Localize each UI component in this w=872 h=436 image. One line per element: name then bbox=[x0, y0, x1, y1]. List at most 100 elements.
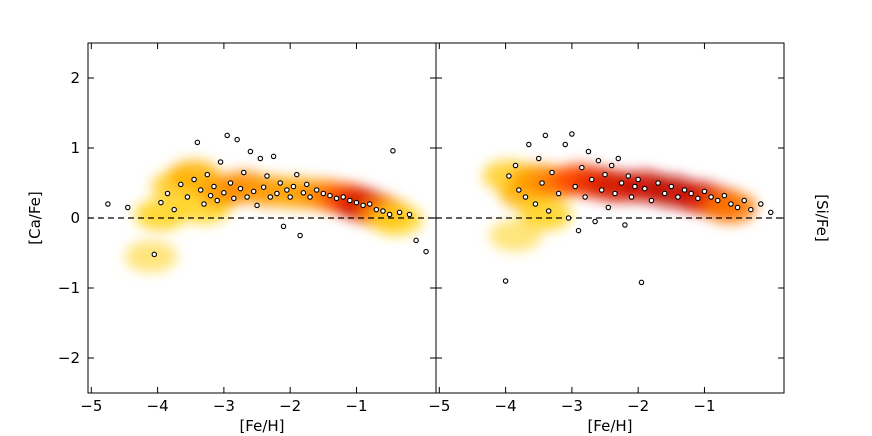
data-point bbox=[632, 183, 638, 190]
data-point bbox=[569, 131, 575, 137]
x-tick-label: −2 bbox=[279, 397, 301, 415]
data-point bbox=[307, 194, 313, 200]
data-point bbox=[638, 279, 645, 286]
data-point bbox=[284, 187, 290, 193]
data-point bbox=[655, 180, 661, 186]
data-point bbox=[178, 181, 184, 188]
data-point bbox=[748, 206, 754, 213]
data-point bbox=[277, 180, 283, 186]
data-point bbox=[390, 148, 396, 154]
data-point bbox=[582, 194, 588, 200]
data-point bbox=[257, 155, 264, 162]
data-point bbox=[622, 222, 628, 228]
data-point bbox=[105, 201, 111, 207]
data-point bbox=[313, 187, 320, 193]
data-point bbox=[250, 188, 257, 195]
data-point bbox=[274, 190, 280, 197]
data-point bbox=[373, 206, 380, 213]
y-tick-label: 0 bbox=[70, 209, 80, 227]
y-tick-label: 2 bbox=[70, 69, 80, 87]
data-point bbox=[237, 185, 244, 192]
data-points-ca bbox=[105, 132, 429, 258]
data-point bbox=[164, 190, 171, 197]
ca-fe-panel: −5 −4 −3 −2 −1 −2 −1 0 1 2 [Fe/H] [Ca/Fe] bbox=[26, 42, 437, 435]
density-band-ca bbox=[124, 160, 423, 273]
data-point bbox=[224, 132, 230, 139]
data-point bbox=[555, 190, 562, 197]
data-point bbox=[171, 206, 177, 213]
data-point bbox=[211, 183, 217, 190]
data-point bbox=[661, 190, 668, 197]
data-point bbox=[549, 169, 555, 176]
x-tick-label: −3 bbox=[561, 397, 583, 415]
data-point bbox=[270, 153, 277, 160]
data-point bbox=[413, 237, 419, 244]
data-point bbox=[227, 180, 234, 186]
data-point bbox=[721, 192, 728, 199]
data-point bbox=[612, 190, 618, 197]
data-point bbox=[628, 194, 635, 200]
data-point bbox=[506, 173, 512, 179]
x-tick-label: −1 bbox=[693, 397, 715, 415]
data-point bbox=[234, 136, 240, 143]
data-point bbox=[539, 180, 545, 186]
data-point bbox=[347, 197, 353, 204]
data-point bbox=[602, 171, 608, 178]
x-tick-label: −5 bbox=[428, 397, 450, 415]
data-point bbox=[423, 248, 429, 255]
data-point bbox=[758, 201, 764, 207]
data-point bbox=[327, 192, 333, 199]
data-points-si bbox=[502, 131, 774, 286]
data-point bbox=[247, 148, 254, 155]
data-point bbox=[366, 201, 373, 207]
data-point bbox=[333, 195, 340, 202]
data-point bbox=[522, 194, 529, 200]
data-point bbox=[207, 192, 214, 199]
data-point bbox=[244, 194, 250, 200]
data-point bbox=[532, 201, 539, 207]
data-point bbox=[598, 187, 605, 193]
data-point bbox=[221, 190, 227, 196]
x-tick-label: −2 bbox=[627, 397, 649, 415]
data-point bbox=[254, 202, 260, 209]
y-tick-label: −1 bbox=[58, 279, 80, 297]
x-axis-label-ca: [Fe/H] bbox=[239, 417, 284, 435]
data-point bbox=[526, 141, 532, 148]
data-point bbox=[194, 139, 201, 146]
data-point bbox=[280, 223, 287, 230]
data-point bbox=[125, 204, 131, 211]
data-point bbox=[572, 183, 578, 190]
data-point bbox=[608, 162, 615, 169]
data-point bbox=[695, 195, 701, 202]
data-point bbox=[502, 278, 509, 284]
ticks-ca: −5 −4 −3 −2 −1 −2 −1 0 1 2 bbox=[58, 43, 436, 415]
y-axis-label-si: [Si/Fe] bbox=[813, 194, 831, 241]
x-tick-label: −4 bbox=[147, 397, 169, 415]
density-blob bbox=[519, 198, 572, 231]
data-point bbox=[625, 173, 631, 179]
data-point bbox=[585, 148, 592, 155]
data-point bbox=[575, 227, 582, 234]
data-point bbox=[618, 180, 625, 186]
data-point bbox=[615, 155, 622, 162]
data-point bbox=[579, 164, 585, 171]
data-point bbox=[635, 176, 641, 183]
data-point bbox=[204, 171, 211, 178]
data-point bbox=[675, 194, 681, 200]
ticks-si: −5 −4 −3 −2 −1 bbox=[428, 43, 784, 415]
data-point bbox=[605, 204, 612, 211]
x-tick-label: −3 bbox=[213, 397, 235, 415]
data-point bbox=[681, 187, 688, 193]
data-point bbox=[542, 132, 549, 139]
data-point bbox=[512, 162, 519, 169]
data-point bbox=[360, 202, 366, 209]
data-point bbox=[767, 209, 774, 216]
data-point bbox=[241, 169, 247, 176]
x-tick-label: −1 bbox=[345, 397, 367, 415]
data-point bbox=[714, 197, 721, 204]
data-point bbox=[741, 197, 747, 204]
data-point bbox=[151, 251, 158, 258]
data-point bbox=[287, 194, 293, 200]
density-blob bbox=[124, 240, 177, 273]
data-point bbox=[545, 208, 552, 214]
